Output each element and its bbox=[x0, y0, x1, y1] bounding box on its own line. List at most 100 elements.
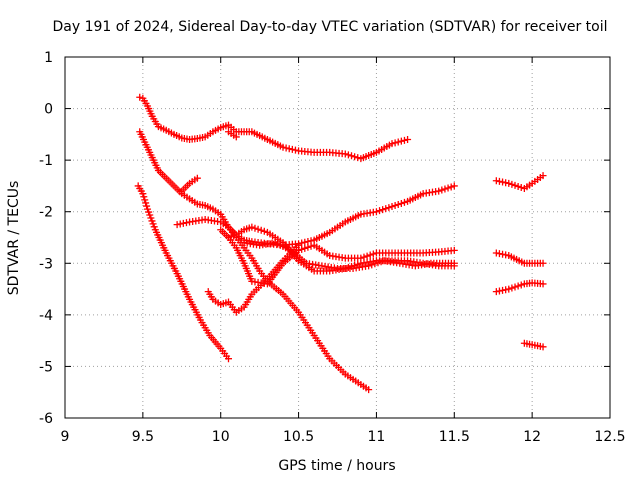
data-point bbox=[385, 204, 393, 212]
data-point bbox=[514, 282, 522, 290]
data-point bbox=[344, 151, 352, 159]
data-point bbox=[348, 152, 356, 160]
grid bbox=[65, 57, 610, 418]
x-tick-label: 9.5 bbox=[132, 429, 154, 445]
data-point bbox=[447, 183, 455, 191]
data-point bbox=[372, 208, 380, 216]
data-point bbox=[141, 196, 149, 204]
data-point bbox=[307, 242, 315, 250]
data-point bbox=[376, 207, 384, 215]
x-tick-label: 11 bbox=[368, 429, 386, 445]
data-point bbox=[260, 227, 268, 235]
data-point bbox=[400, 136, 408, 144]
chart-title: Day 191 of 2024, Sidereal Day-to-day VTE… bbox=[52, 19, 607, 35]
data-point bbox=[285, 145, 293, 153]
data-point bbox=[388, 140, 396, 148]
data-series bbox=[134, 93, 547, 394]
data-point bbox=[341, 150, 349, 158]
series-s8 bbox=[240, 239, 458, 272]
data-point bbox=[517, 183, 525, 191]
data-point bbox=[397, 137, 405, 145]
x-tick-label: 9 bbox=[61, 429, 70, 445]
data-point bbox=[365, 262, 373, 270]
data-point bbox=[505, 179, 513, 187]
data-point bbox=[363, 252, 371, 260]
y-tick-label: -4 bbox=[39, 308, 53, 324]
y-tick-label: -5 bbox=[39, 359, 53, 375]
series-s10 bbox=[225, 128, 240, 141]
data-point bbox=[351, 153, 359, 161]
data-point bbox=[511, 283, 519, 291]
data-point bbox=[139, 190, 147, 198]
data-point bbox=[382, 205, 390, 213]
data-point bbox=[394, 138, 402, 146]
series-s6 bbox=[217, 226, 458, 288]
data-point bbox=[225, 355, 232, 363]
data-point bbox=[193, 174, 201, 182]
x-tick-label: 11.5 bbox=[439, 429, 470, 445]
data-point bbox=[391, 139, 399, 147]
tick-labels: 9 9.5 10 10.5 11 11.5 12 12.510-1-2-3-4-5-6 bbox=[39, 50, 626, 445]
data-point bbox=[371, 260, 379, 268]
data-point bbox=[450, 259, 458, 267]
y-tick-label: 0 bbox=[44, 102, 53, 118]
x-axis-title: GPS time / hours bbox=[278, 458, 395, 474]
data-point bbox=[142, 199, 150, 207]
data-point bbox=[400, 198, 408, 206]
x-tick-label: 12 bbox=[523, 429, 541, 445]
y-tick-label: -3 bbox=[39, 256, 53, 272]
data-point bbox=[301, 244, 309, 252]
y-tick-label: -6 bbox=[39, 411, 53, 427]
data-point bbox=[298, 245, 306, 253]
data-point bbox=[344, 263, 352, 271]
data-point bbox=[291, 146, 299, 154]
series-s3 bbox=[134, 182, 232, 363]
series-s1 bbox=[136, 93, 412, 163]
data-point bbox=[539, 259, 547, 267]
x-tick-label: 12.5 bbox=[594, 429, 625, 445]
data-point bbox=[517, 281, 525, 289]
data-point bbox=[539, 280, 547, 288]
data-point bbox=[508, 180, 516, 188]
data-point bbox=[435, 187, 443, 195]
data-point bbox=[539, 172, 547, 180]
data-point bbox=[388, 203, 396, 211]
series-s12 bbox=[492, 249, 547, 267]
data-point bbox=[377, 258, 385, 266]
data-point bbox=[511, 181, 519, 189]
data-point bbox=[379, 206, 387, 214]
data-point bbox=[295, 241, 303, 249]
data-point bbox=[301, 238, 309, 246]
data-point bbox=[374, 259, 382, 267]
data-point bbox=[366, 251, 374, 259]
data-point bbox=[539, 343, 547, 351]
data-point bbox=[136, 93, 144, 101]
data-point bbox=[251, 224, 259, 232]
data-point bbox=[441, 185, 449, 193]
y-tick-label: 1 bbox=[44, 50, 53, 66]
data-point bbox=[254, 225, 262, 233]
data-point bbox=[143, 202, 151, 210]
data-point bbox=[257, 226, 265, 234]
data-point bbox=[365, 386, 373, 394]
plot-frame bbox=[64, 56, 611, 419]
data-point bbox=[248, 223, 256, 231]
x-tick-label: 10.5 bbox=[283, 429, 314, 445]
data-point bbox=[438, 186, 446, 194]
series-s2 bbox=[136, 128, 458, 249]
y-tick-label: -2 bbox=[39, 205, 53, 221]
data-point bbox=[394, 200, 402, 208]
series-s4 bbox=[178, 174, 201, 195]
data-point bbox=[368, 261, 376, 269]
data-point bbox=[282, 144, 290, 152]
data-point bbox=[304, 243, 312, 251]
series-s13 bbox=[492, 279, 547, 296]
data-point bbox=[391, 202, 399, 210]
series-s11 bbox=[492, 172, 547, 193]
data-point bbox=[140, 193, 148, 201]
data-point bbox=[404, 136, 412, 144]
data-point bbox=[232, 133, 240, 141]
series-s9 bbox=[204, 241, 303, 316]
data-point bbox=[354, 260, 362, 268]
